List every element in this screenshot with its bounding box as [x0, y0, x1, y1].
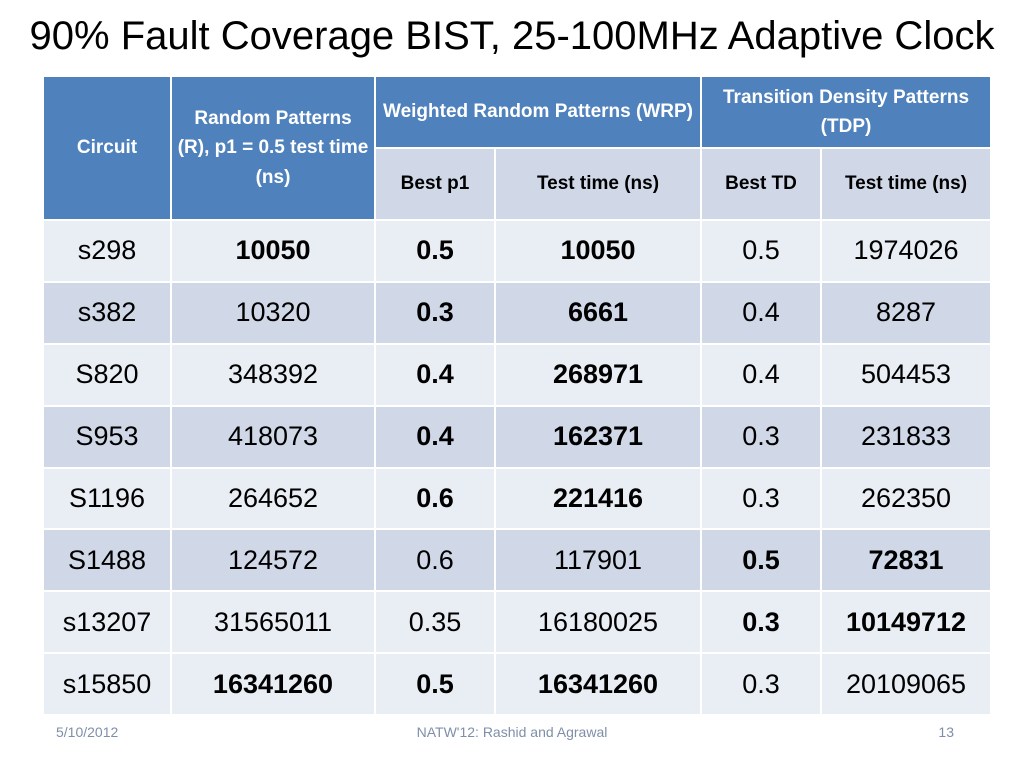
- random-time-cell: 10320: [170, 280, 376, 345]
- table-row: S953 418073 0.4 162371 0.3 231833: [42, 404, 993, 469]
- header-wrp-test-time: Test time (ns): [494, 147, 702, 221]
- best-td-cell: 0.5: [700, 528, 822, 593]
- best-td-cell: 0.3: [700, 404, 822, 469]
- wrp-time-cell: 16180025: [494, 590, 702, 655]
- random-time-cell: 418073: [170, 404, 376, 469]
- wrp-time-cell: 6661: [494, 280, 702, 345]
- header-best-td: Best TD: [700, 147, 822, 221]
- best-p1-cell: 0.6: [374, 528, 496, 593]
- best-td-cell: 0.5: [700, 219, 822, 283]
- random-time-cell: 124572: [170, 528, 376, 593]
- table-row: s13207 31565011 0.35 16180025 0.3 101497…: [42, 590, 993, 655]
- circuit-cell: s15850: [42, 652, 172, 716]
- header-best-p1: Best p1: [374, 147, 496, 221]
- circuit-cell: S953: [42, 404, 172, 469]
- slide-number: 13: [938, 724, 954, 740]
- table-row: S1488 124572 0.6 117901 0.5 72831: [42, 528, 993, 593]
- tdp-time-cell: 10149712: [819, 590, 993, 655]
- best-td-cell: 0.3: [700, 466, 822, 531]
- best-p1-cell: 0.5: [374, 652, 496, 716]
- best-p1-cell: 0.5: [374, 219, 496, 283]
- circuit-cell: S1488: [42, 528, 172, 593]
- tdp-time-cell: 20109065: [819, 652, 993, 716]
- tdp-time-cell: 72831: [819, 528, 993, 593]
- table-row: s382 10320 0.3 6661 0.4 8287: [42, 280, 993, 345]
- random-time-cell: 348392: [170, 342, 376, 407]
- results-table: Circuit Random Patterns (R), p1 = 0.5 te…: [42, 75, 993, 716]
- header-wrp: Weighted Random Patterns (WRP): [374, 75, 702, 149]
- best-p1-cell: 0.6: [374, 466, 496, 531]
- circuit-cell: s298: [42, 219, 172, 283]
- circuit-cell: s382: [42, 280, 172, 345]
- random-time-cell: 10050: [170, 219, 376, 283]
- best-td-cell: 0.4: [700, 342, 822, 407]
- best-td-cell: 0.4: [700, 280, 822, 345]
- table-row: S1196 264652 0.6 221416 0.3 262350: [42, 466, 993, 531]
- tdp-time-cell: 231833: [819, 404, 993, 469]
- random-time-cell: 16341260: [170, 652, 376, 716]
- table-row: S820 348392 0.4 268971 0.4 504453: [42, 342, 993, 407]
- best-p1-cell: 0.4: [374, 404, 496, 469]
- header-tdp: Transition Density Patterns (TDP): [699, 75, 993, 149]
- tdp-time-cell: 8287: [819, 280, 993, 345]
- wrp-time-cell: 10050: [494, 219, 702, 283]
- table-row: s298 10050 0.5 10050 0.5 1974026: [42, 219, 993, 283]
- best-p1-cell: 0.3: [374, 280, 496, 345]
- header-random-patterns: Random Patterns (R), p1 = 0.5 test time …: [170, 75, 376, 221]
- best-td-cell: 0.3: [700, 590, 822, 655]
- header-tdp-test-time: Test time (ns): [819, 147, 993, 221]
- tdp-time-cell: 1974026: [819, 219, 993, 283]
- tdp-time-cell: 262350: [819, 466, 993, 531]
- circuit-cell: S820: [42, 342, 172, 407]
- best-td-cell: 0.3: [700, 652, 822, 716]
- tdp-time-cell: 504453: [819, 342, 993, 407]
- footer-title: NATW'12: Rashid and Agrawal: [416, 724, 608, 740]
- wrp-time-cell: 162371: [494, 404, 702, 469]
- table-row: s15850 16341260 0.5 16341260 0.3 2010906…: [42, 652, 993, 716]
- slide-title: 90% Fault Coverage BIST, 25-100MHz Adapt…: [29, 14, 995, 58]
- circuit-cell: s13207: [42, 590, 172, 655]
- random-time-cell: 31565011: [170, 590, 376, 655]
- circuit-cell: S1196: [42, 466, 172, 531]
- best-p1-cell: 0.35: [374, 590, 496, 655]
- random-time-cell: 264652: [170, 466, 376, 531]
- header-circuit: Circuit: [42, 75, 172, 221]
- wrp-time-cell: 221416: [494, 466, 702, 531]
- wrp-time-cell: 117901: [494, 528, 702, 593]
- footer-date: 5/10/2012: [56, 724, 119, 740]
- wrp-time-cell: 16341260: [494, 652, 702, 716]
- wrp-time-cell: 268971: [494, 342, 702, 407]
- best-p1-cell: 0.4: [374, 342, 496, 407]
